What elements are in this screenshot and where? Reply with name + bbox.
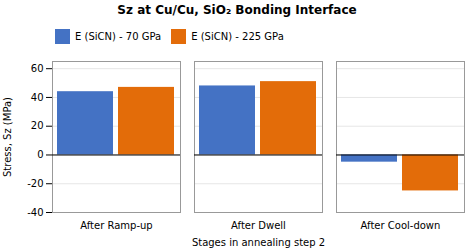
- svg-text:0: 0: [37, 149, 43, 160]
- svg-text:60: 60: [31, 63, 44, 74]
- html-text:E (SiCN) - 225 GPa: E (SiCN) - 225 GPa: [191, 31, 284, 42]
- svg-text:-20: -20: [27, 178, 43, 189]
- svg-text:Stress, Sz (MPa): Stress, Sz (MPa): [2, 97, 13, 177]
- svg-text:After Dwell: After Dwell: [231, 220, 286, 231]
- svg-text:After Ramp-up: After Ramp-up: [80, 220, 152, 231]
- html-text:Sz at Cu/Cu, SiO₂ Bonding Inte: Sz at Cu/Cu, SiO₂ Bonding Interface: [117, 3, 357, 17]
- svg-text:40: 40: [31, 92, 44, 103]
- html-text:E (SiCN) - 70 GPa: E (SiCN) - 70 GPa: [75, 31, 162, 42]
- svg-text:After Cool-down: After Cool-down: [361, 220, 441, 231]
- svg-text:-40: -40: [27, 207, 43, 218]
- svg-text:Stages in annealing step 2: Stages in annealing step 2: [192, 237, 325, 248]
- svg-text:20: 20: [31, 120, 44, 131]
